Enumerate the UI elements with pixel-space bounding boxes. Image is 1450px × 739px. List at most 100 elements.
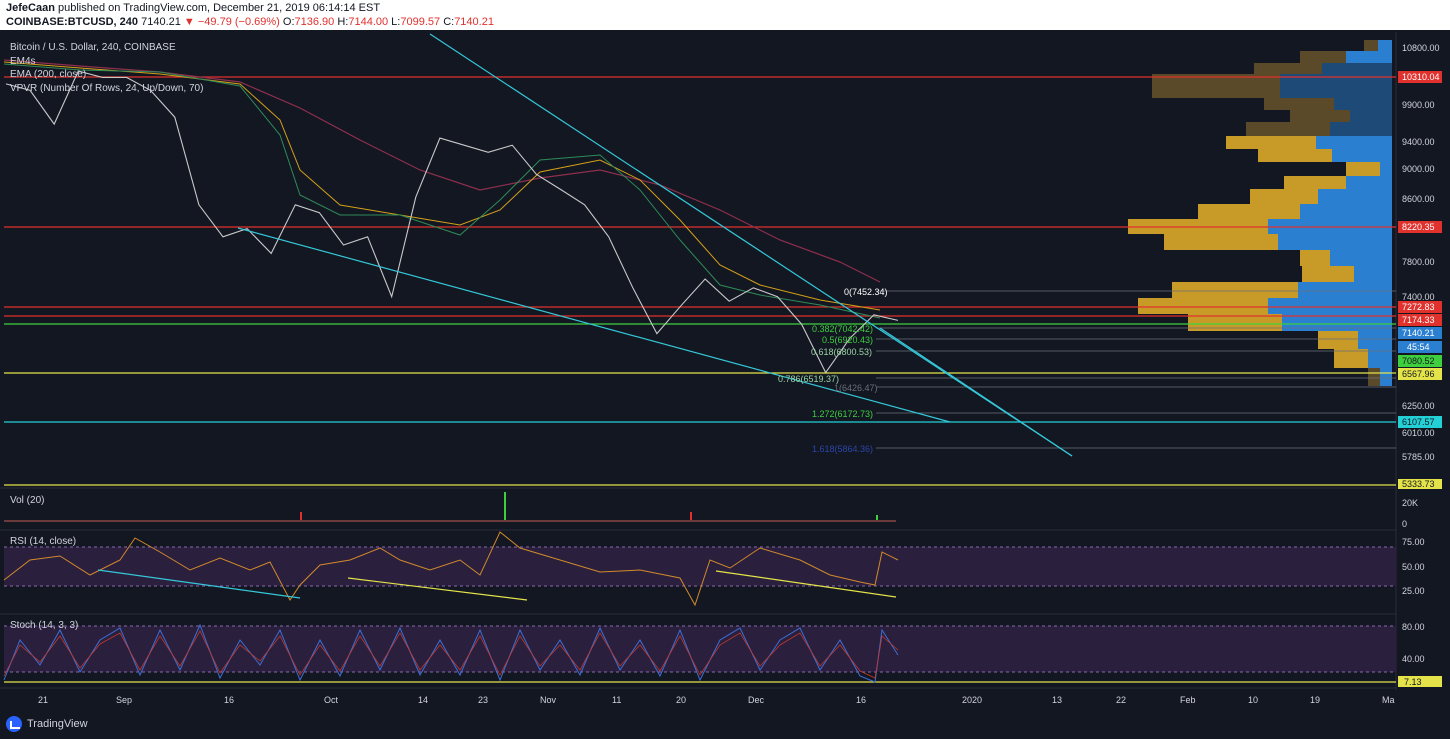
trendline-upper[interactable] (429, 33, 1073, 457)
rsi-tick: 75.00 (1402, 537, 1425, 547)
stoch-tick: 80.00 (1402, 622, 1425, 632)
time-tick: 16 (224, 695, 234, 705)
price-badge (1398, 416, 1442, 428)
price-badge-text: 7174.33 (1402, 315, 1435, 325)
time-tick: 16 (856, 695, 866, 705)
rsi-pane-label[interactable]: RSI (14, close) (10, 536, 76, 547)
price-tick: 6250.00 (1402, 401, 1435, 411)
ema-200-line (3, 59, 881, 283)
price-badge (1398, 301, 1442, 313)
rsi-line (3, 531, 899, 607)
vp-up-bar (1350, 110, 1392, 122)
vp-up-bar (1278, 234, 1392, 250)
vp-up-bar (1318, 189, 1392, 204)
countdown-text: 45:54 (1407, 342, 1430, 352)
vp-down-bar (1152, 74, 1280, 98)
vp-down-bar (1258, 149, 1332, 162)
price-tick: 5785.00 (1402, 452, 1435, 462)
rsi-trendline[interactable] (347, 577, 528, 601)
vp-down-bar (1226, 136, 1316, 149)
volume-bar (300, 512, 302, 522)
last-price-badge: 7140.21 (1402, 328, 1435, 338)
vp-up-bar (1332, 149, 1392, 162)
tradingview-brand[interactable]: TradingView (6, 716, 88, 732)
vp-down-bar (1264, 98, 1334, 110)
ohlc-close-label: C: (443, 16, 455, 28)
time-tick: 20 (676, 695, 686, 705)
vp-down-bar (1364, 40, 1378, 51)
stoch-badge-text: 7.13 (1404, 677, 1422, 687)
vp-up-bar (1300, 204, 1392, 219)
price-badge (1398, 314, 1442, 326)
fib-retracement[interactable] (876, 290, 1396, 449)
vp-up-bar (1380, 368, 1392, 386)
stoch-k-line (3, 623, 899, 683)
price-tick: 10800.00 (1402, 43, 1440, 53)
price-badge-text: 7080.52 (1402, 356, 1435, 366)
vp-up-bar (1330, 122, 1392, 136)
publish-header: JefeCaan published on TradingView.com, D… (0, 0, 1450, 30)
vp-up-bar (1378, 40, 1392, 51)
ema-line (3, 63, 881, 319)
symbol-label: COINBASE:BTCUSD, 240 (6, 16, 139, 28)
vp-down-bar (1346, 162, 1380, 176)
time-tick: Ma (1382, 695, 1395, 705)
price-series-line (5, 70, 899, 374)
vp-down-bar (1334, 349, 1368, 368)
vp-down-bar (1246, 122, 1330, 136)
time-tick: 14 (418, 695, 428, 705)
vp-down-bar (1138, 298, 1268, 314)
stoch-tick: 40.00 (1402, 654, 1425, 664)
vp-up-bar (1322, 63, 1392, 75)
volume-bar (504, 492, 506, 522)
vol-tick: 20K (1402, 498, 1418, 508)
tradingview-logo-icon (6, 716, 22, 732)
vp-down-bar (1300, 250, 1330, 266)
publish-info: published on TradingView.com, December 2… (57, 2, 381, 14)
rsi-trendline[interactable] (97, 569, 301, 599)
fib-label: 0.618(6800.53) (811, 347, 872, 357)
vp-down-bar (1290, 110, 1350, 122)
last-price: 7140.21 (141, 16, 181, 28)
vp-up-bar (1368, 349, 1392, 368)
price-badge-text: 8220.35 (1402, 222, 1435, 232)
vp-up-bar (1330, 250, 1392, 266)
vp-down-bar (1302, 266, 1354, 282)
ohlc-high-label: H: (337, 16, 349, 28)
price-tick: 7800.00 (1402, 257, 1435, 267)
vp-down-bar (1172, 282, 1298, 298)
rsi-trendline[interactable] (715, 570, 897, 598)
vp-up-bar (1282, 314, 1392, 331)
vol-pane-label[interactable]: Vol (20) (10, 495, 44, 506)
legend-vpvr[interactable]: VPVR (Number Of Rows, 24, Up/Down, 70) (10, 83, 203, 94)
rsi-tick: 50.00 (1402, 562, 1425, 572)
stoch-badge (1398, 676, 1442, 687)
price-badge-text: 6567.96 (1402, 369, 1435, 379)
ohlc-close: 7140.21 (454, 16, 494, 28)
volume-profile (1128, 40, 1392, 386)
ohlc-open-label: O: (282, 16, 295, 28)
price-tick: 9400.00 (1402, 137, 1435, 147)
ema-line (3, 61, 881, 311)
vp-down-bar (1368, 368, 1380, 386)
vp-down-bar (1188, 314, 1282, 331)
vp-up-bar (1268, 298, 1392, 314)
publisher-name[interactable]: JefeCaan (6, 2, 55, 14)
legend-ema4s[interactable]: EM4s (10, 56, 36, 67)
trendline-wedge[interactable] (879, 327, 1073, 457)
trendline-lower[interactable] (237, 227, 951, 423)
vp-down-bar (1254, 63, 1322, 75)
vp-up-bar (1346, 51, 1392, 63)
price-tick: 6010.00 (1402, 428, 1435, 438)
vp-down-bar (1164, 234, 1278, 250)
vp-up-bar (1346, 176, 1392, 189)
rsi-tick: 25.00 (1402, 586, 1425, 596)
vp-down-bar (1198, 204, 1300, 219)
vp-up-bar (1316, 136, 1392, 149)
vp-up-bar (1380, 162, 1392, 176)
legend-ema200[interactable]: EMA (200, close) (10, 69, 86, 80)
stoch-pane-label[interactable]: Stoch (14, 3, 3) (10, 620, 78, 631)
vp-up-bar (1354, 266, 1392, 282)
vp-up-bar (1280, 74, 1392, 98)
